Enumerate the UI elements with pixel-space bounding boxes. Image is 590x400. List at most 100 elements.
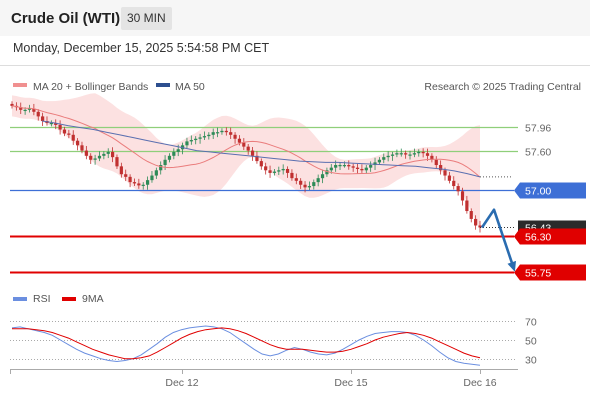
candle-body-27	[128, 176, 132, 183]
rsi-tick-1: 50	[525, 336, 537, 348]
candle-body-9	[49, 122, 53, 125]
rsi-ma-line	[12, 327, 481, 360]
candle-body-58	[264, 166, 268, 171]
candle-body-72	[325, 170, 329, 175]
candle-body-18	[89, 155, 93, 160]
candle-body-94	[421, 151, 425, 154]
candle-body-79	[355, 167, 360, 169]
candle-body-62	[281, 168, 285, 171]
projection-arrow	[480, 208, 515, 267]
ma50-legend-label: MA 50	[175, 81, 205, 93]
candle-body-14	[71, 134, 75, 141]
candle-body-16	[80, 145, 84, 151]
candle-body-82	[369, 165, 373, 168]
rsi-legend-swatch	[13, 297, 27, 301]
level-label-0: 57.96	[525, 123, 551, 135]
candle-body-70	[316, 178, 320, 183]
candle-body-64	[290, 172, 294, 179]
candle-body-65	[294, 178, 298, 181]
candle-body-21	[102, 153, 106, 156]
candle-body-95	[425, 153, 430, 156]
candle-body-57	[259, 161, 263, 167]
candle-body-6	[36, 111, 40, 117]
candle-body-69	[312, 182, 316, 187]
candle-body-17	[84, 150, 88, 156]
candle-body-92	[412, 153, 416, 155]
candle-body-20	[97, 155, 102, 159]
candle-body-83	[373, 162, 377, 166]
ma50-line	[41, 120, 481, 178]
candle-body-41	[189, 140, 193, 142]
candle-body-106	[474, 218, 478, 226]
level-label-2: 57.00	[525, 186, 551, 198]
projection-arrowhead	[507, 260, 516, 272]
candle-body-97	[434, 159, 438, 166]
candle-body-38	[176, 149, 180, 152]
candle-body-15	[76, 140, 80, 146]
rsi-tick-0: 70	[525, 317, 537, 329]
candle-body-74	[334, 165, 338, 168]
candle-body-29	[137, 183, 141, 186]
candle-body-91	[408, 154, 412, 156]
candle-body-56	[255, 155, 259, 162]
candle-body-52	[237, 138, 242, 143]
candle-body-96	[430, 155, 434, 160]
level-label-4: 55.75	[525, 268, 551, 280]
candle-body-88	[395, 153, 399, 155]
candle-body-31	[145, 180, 150, 185]
candle-body-81	[364, 167, 368, 171]
candle-body-55	[250, 150, 255, 156]
x-tick-label-1: Dec 15	[334, 377, 367, 389]
support-label-front: 56.30	[525, 232, 551, 244]
candle-body-36	[167, 155, 172, 160]
candle-body-0	[10, 103, 14, 106]
candle-body-54	[246, 146, 250, 151]
ma20-legend-swatch	[13, 83, 27, 87]
ma9-legend-swatch	[62, 297, 76, 301]
candle-body-37	[172, 151, 176, 156]
candle-body-22	[106, 151, 110, 154]
timeframe-button[interactable]: 30 MIN	[121, 7, 172, 30]
candle-body-33	[154, 170, 158, 176]
candle-body-99	[443, 170, 447, 176]
candle-body-47	[215, 132, 220, 134]
candle-body-23	[110, 151, 115, 158]
candle-body-42	[194, 138, 198, 141]
candle-body-75	[338, 165, 342, 167]
candle-body-32	[150, 175, 154, 181]
level-tag-2	[514, 182, 586, 199]
candle-body-4	[27, 108, 32, 110]
candle-body-49	[224, 130, 228, 133]
rsi-legend-label: RSI	[33, 293, 51, 305]
candle-body-86	[386, 155, 390, 158]
candle-body-104	[465, 200, 469, 212]
candle-body-76	[342, 165, 347, 167]
candle-body-66	[299, 180, 303, 185]
ma9-legend-label: 9MA	[82, 293, 104, 305]
candle-body-93	[417, 151, 421, 154]
candle-body-44	[202, 136, 207, 138]
candle-body-50	[229, 132, 233, 135]
candle-body-30	[141, 184, 145, 186]
rsi-line	[11, 325, 481, 366]
candle-body-68	[307, 186, 312, 188]
candle-body-105	[469, 211, 473, 219]
level-tag-4	[514, 264, 586, 281]
candle-body-103	[460, 191, 465, 201]
candle-body-87	[390, 154, 395, 156]
candle-body-51	[233, 134, 237, 139]
candle-body-12	[62, 129, 67, 134]
candle-body-5	[32, 108, 36, 112]
candle-body-53	[242, 142, 246, 147]
candle-body-98	[439, 165, 443, 171]
candle-body-34	[159, 165, 163, 171]
copyright-label: Research © 2025 Trading Central	[424, 81, 581, 93]
x-axis: Dec 12 Dec 15 Dec 16	[10, 369, 497, 389]
candle-body-71	[320, 174, 325, 179]
candle-body-46	[211, 132, 215, 135]
candle-body-24	[115, 157, 119, 167]
x-tick-label-0: Dec 12	[165, 377, 198, 389]
